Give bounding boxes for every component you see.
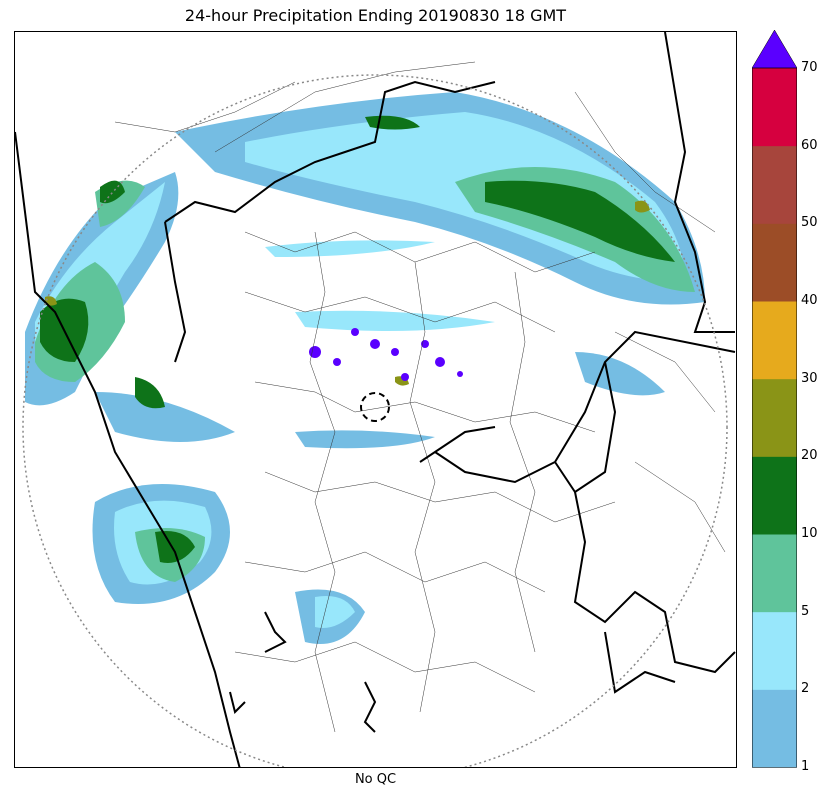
colorbar-tick-label: 70 [801,60,818,75]
colorbar-tick-label: 60 [801,137,818,153]
x-axis-label: No QC [354,772,397,787]
colorbar-segment [752,145,797,224]
district-boundaries [114,61,726,733]
colorbar [752,30,797,768]
colorbar-frame [752,67,797,768]
precip-layer-over-70 [309,328,463,381]
radar-map [14,31,737,768]
state-boundaries [15,32,736,767]
colorbar-segment [752,68,797,147]
colorbar-segment [752,223,797,302]
radar-site-marker [360,392,390,422]
colorbar-segment [752,378,797,457]
colorbar-tick-label: 50 [801,215,818,231]
colorbar-tick-label: 1 [801,759,810,774]
colorbar-segment [752,301,797,380]
colorbar-tick-label: 5 [801,603,810,619]
colorbar-tick-label: 2 [801,681,810,697]
plot-title: 24-hour Precipitation Ending 20190830 18… [184,6,567,25]
radar-map-svg [15,32,736,767]
colorbar-extend-arrow [752,30,797,69]
colorbar-segment [752,611,797,690]
colorbar-tick-label: 20 [801,448,818,464]
colorbar-tick-label: 30 [801,370,818,386]
colorbar-tick-label: 10 [801,526,818,541]
colorbar-tick-label: 40 [801,293,818,308]
colorbar-segment [752,689,797,768]
radar-range-ring [22,74,728,767]
colorbar-segment [752,456,797,535]
colorbar-segment [752,534,797,613]
